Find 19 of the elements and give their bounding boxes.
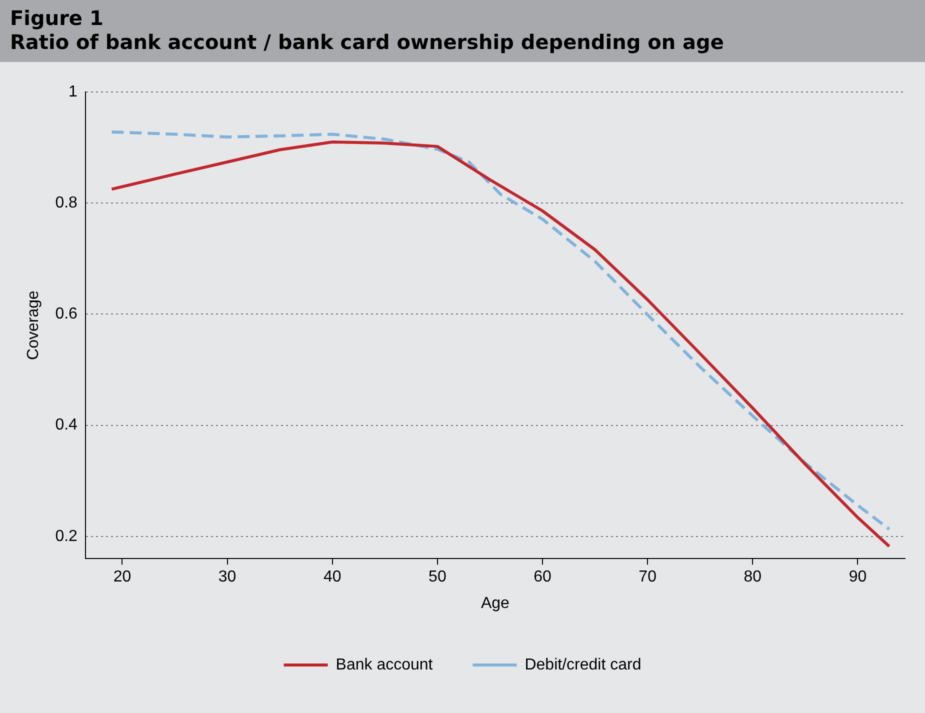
y-tick-label: 0.6 (55, 306, 78, 323)
y-tick-label: 0.8 (55, 194, 78, 212)
legend-label: Debit/credit card (524, 656, 642, 674)
y-axis-title: Coverage (25, 290, 42, 360)
x-tick-label: 70 (638, 568, 657, 586)
x-tick-label: 80 (744, 568, 762, 586)
y-tick-label: 1 (68, 83, 78, 100)
x-tick-label: 50 (428, 568, 446, 586)
x-tick-label: 60 (534, 568, 552, 586)
y-tick-label: 0.2 (55, 528, 78, 545)
legend-label: Bank account (336, 656, 434, 674)
chart-subtitle: Ratio of bank account / bank card ownership depending on age (10, 30, 725, 54)
x-tick-label: 40 (323, 568, 342, 586)
x-tick-label: 30 (218, 568, 236, 586)
chart-title: Figure 1 (10, 6, 104, 30)
x-axis-title: Age (480, 594, 510, 612)
x-tick-label: 20 (113, 568, 132, 586)
y-tick-label: 0.4 (55, 416, 78, 434)
x-tick-label: 90 (848, 568, 867, 586)
